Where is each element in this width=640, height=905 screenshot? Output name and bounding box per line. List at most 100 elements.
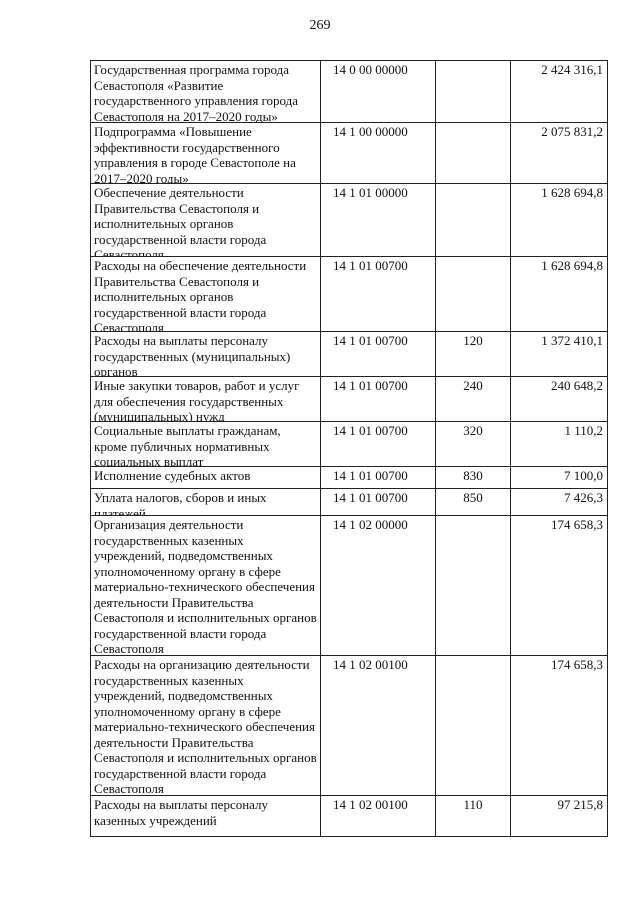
name-cell: Социальные выплаты гражданам, кроме публи… — [90, 421, 321, 467]
name-line: материально-технического обеспечения — [94, 579, 315, 594]
code: 14 1 02 00000 — [333, 517, 408, 532]
name-line: Обеспечение деятельности — [94, 185, 244, 200]
type: 850 — [463, 490, 483, 505]
name-line: Расходы на обеспечение деятельности — [94, 258, 307, 273]
name-cell: Расходы на организацию деятельности госуд… — [90, 655, 321, 796]
name-line: кроме публичных нормативных — [94, 438, 270, 454]
code: 14 1 00 00000 — [333, 124, 408, 139]
name-line: Севастополя — [94, 641, 164, 656]
code: 14 1 01 00700 — [333, 468, 408, 483]
name-line: Правительства Севастополя и — [94, 273, 260, 289]
name-line: Севастополя — [94, 247, 164, 257]
name-line: Расходы на выплаты персоналу — [94, 797, 269, 812]
type: 320 — [463, 423, 483, 438]
code: 14 1 02 00100 — [333, 657, 408, 672]
type-cell — [435, 256, 511, 332]
name-line: деятельности Правительства — [94, 594, 254, 610]
name-cell: Исполнение судебных актов — [90, 466, 321, 489]
code: 14 1 01 00000 — [333, 185, 408, 200]
amount-cell: 2 075 831,2 — [510, 122, 608, 184]
amount: 1 372 410,1 — [541, 333, 603, 348]
type-cell — [435, 515, 511, 656]
type: 120 — [463, 333, 483, 348]
name-line: государственной власти города — [94, 231, 267, 247]
amount: 1 628 694,8 — [541, 258, 603, 273]
name-line: эффективности государственного — [94, 139, 280, 155]
code-cell: 14 1 01 00700 — [320, 256, 436, 332]
name-line: государственной власти города — [94, 304, 267, 320]
amount-cell: 1 110,2 — [510, 421, 608, 467]
name-line: уполномоченному органу в сфере — [94, 703, 281, 719]
name-line: социальных выплат — [94, 454, 204, 467]
type-cell — [435, 60, 511, 123]
type-cell — [435, 183, 511, 257]
name-line: управления в городе Севастополе на — [94, 155, 296, 170]
code: 14 1 01 00700 — [333, 378, 408, 393]
name-line: Уплата налогов, сборов и иных — [94, 490, 267, 505]
code-cell: 14 1 02 00000 — [320, 515, 436, 656]
code: 14 1 02 00100 — [333, 797, 408, 812]
name-line: Севастополя «Развитие — [94, 77, 224, 93]
code-cell: 14 0 00 00000 — [320, 60, 436, 123]
name-line: органов — [94, 364, 138, 377]
type-cell: 830 — [435, 466, 511, 489]
type-cell: 120 — [435, 331, 511, 377]
name-line: Исполнение судебных актов — [94, 468, 251, 483]
name-line: учреждений, подведомственных — [94, 548, 273, 563]
type-cell: 320 — [435, 421, 511, 467]
amount-cell: 174 658,3 — [510, 515, 608, 656]
name-cell: Расходы на обеспечение деятельности Прави… — [90, 256, 321, 332]
amount-cell: 1 628 694,8 — [510, 256, 608, 332]
amount-cell: 7 100,0 — [510, 466, 608, 489]
code: 14 1 01 00700 — [333, 423, 408, 438]
name-line: уполномоченному органу в сфере — [94, 563, 281, 579]
name-line: Организация деятельности — [94, 517, 244, 532]
type: 830 — [463, 468, 483, 483]
name-line: исполнительных органов — [94, 289, 234, 304]
name-line: деятельности Правительства — [94, 734, 254, 750]
name-line: Государственная программа города — [94, 62, 290, 77]
name-line: государственных казенных — [94, 532, 244, 548]
code: 14 1 01 00700 — [333, 490, 408, 505]
type: 240 — [463, 378, 483, 393]
amount-cell: 174 658,3 — [510, 655, 608, 796]
name-line: Иные закупки товаров, работ и услуг — [94, 378, 300, 393]
amount-cell: 1 372 410,1 — [510, 331, 608, 377]
amount-cell: 240 648,2 — [510, 376, 608, 422]
type-cell: 240 — [435, 376, 511, 422]
code-cell: 14 1 00 00000 — [320, 122, 436, 184]
code-cell: 14 1 01 00700 — [320, 376, 436, 422]
amount: 7 100,0 — [564, 468, 603, 483]
type: 110 — [463, 797, 483, 812]
code-cell: 14 1 01 00700 — [320, 421, 436, 467]
name-line: казенных учреждений — [94, 812, 217, 828]
name-cell: Расходы на выплаты персоналу государствен… — [90, 331, 321, 377]
name-line: Расходы на выплаты персоналу — [94, 333, 269, 348]
amount: 174 658,3 — [551, 517, 603, 532]
amount: 174 658,3 — [551, 657, 603, 672]
type-cell — [435, 122, 511, 184]
amount: 1 110,2 — [564, 423, 603, 438]
amount: 97 215,8 — [557, 797, 604, 812]
name-line: государственных (муниципальных) — [94, 348, 291, 364]
amount: 2 075 831,2 — [541, 124, 603, 139]
name-line: 2017–2020 годы» — [94, 170, 189, 184]
code: 14 1 01 00700 — [333, 333, 408, 348]
code-cell: 14 1 01 00000 — [320, 183, 436, 257]
code-cell: 14 1 02 00100 — [320, 655, 436, 796]
name-cell: Уплата налогов, сборов и иных платежей — [90, 488, 321, 516]
name-line: Севастополя на 2017–2020 годы» — [94, 108, 278, 123]
name-line: платежей — [94, 505, 146, 516]
amount-cell: 97 215,8 — [510, 795, 608, 837]
name-line: государственных казенных — [94, 672, 244, 688]
name-line: Расходы на организацию деятельности — [94, 657, 310, 672]
name-line: учреждений, подведомственных — [94, 688, 273, 703]
name-line: исполнительных органов — [94, 216, 234, 231]
code: 14 0 00 00000 — [333, 62, 408, 77]
code-cell: 14 1 02 00100 — [320, 795, 436, 837]
page-number: 269 — [309, 18, 331, 33]
type-cell: 110 — [435, 795, 511, 837]
code: 14 1 01 00700 — [333, 258, 408, 273]
name-cell: Организация деятельности государственных … — [90, 515, 321, 656]
